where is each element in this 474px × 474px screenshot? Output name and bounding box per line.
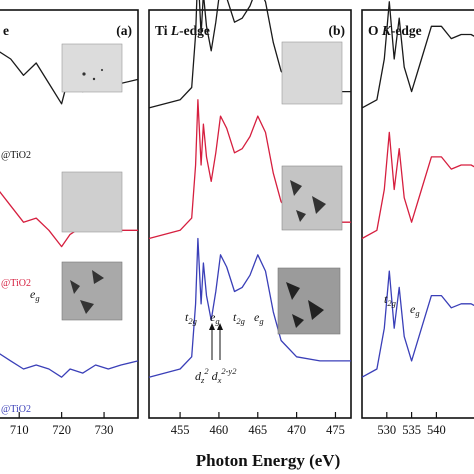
x-tick-label: 455 [171,423,190,437]
x-tick-label: 475 [326,423,345,437]
inset-speck [92,77,96,81]
annotation-t2g-1: t2g [185,310,197,326]
x-axis-label: Photon Energy (eV) [196,451,340,470]
series-line-blue [148,237,351,378]
annotation-eg-2: eg [254,310,264,326]
x-tick-label: 710 [10,423,29,437]
x-tick-label: 540 [427,423,446,437]
panel-b-series [148,0,351,378]
panel-a-title: e [3,23,9,38]
panel-c-title: O K-edge [368,23,422,38]
series-line-black [361,1,474,109]
arrowhead [217,323,223,330]
panel-a-frame [0,9,139,419]
panel-c-series [361,1,474,378]
inset-image-b2 [281,165,343,231]
inset-image-a3 [61,261,123,321]
x-tick-label: 465 [248,423,267,437]
series-label-a1: @TiO2 [1,150,31,161]
panel-a-ticks: 710 720 730 [10,412,114,437]
annotation-eg-a: eg [30,287,40,303]
inset-speck [82,72,86,76]
series-line-blue [0,353,139,378]
panel-b-frame [148,9,352,419]
arrowhead [209,323,215,330]
x-tick-label: 530 [377,423,396,437]
annotation-t2g-2: t2g [233,310,245,326]
annotation-d-orbitals: dz2 dx2-y2 [195,366,237,385]
inset-image-a1 [61,43,123,93]
panel-c: O K-edge 530 535 540 t2g eg [361,1,474,437]
series-label-a2: @TiO2 [1,278,31,289]
series-line-red [361,131,474,240]
panel-a: e (a) 710 720 730 @TiO2 @TiO2 @TiO2 eg [0,9,139,437]
panel-b-letter: (b) [329,23,346,38]
series-line-red [148,99,351,240]
panel-c-frame [361,9,474,419]
panel-c-ticks: 530 535 540 [377,412,446,437]
series-line-black [148,0,351,109]
inset-particles [70,270,104,314]
x-tick-label: 720 [52,423,71,437]
inset-particles [290,180,326,222]
x-tick-label: 535 [402,423,421,437]
x-tick-label: 460 [210,423,229,437]
panel-a-letter: (a) [116,23,132,38]
panel-b: Ti L-edge (b) 455 460 465 470 475 t2g eg t2g… [148,0,352,437]
inset-image-a2 [61,171,123,233]
annotation-t2g-c: t2g [384,292,396,308]
x-tick-label: 470 [287,423,306,437]
panel-b-ticks: 455 460 465 470 475 [171,412,345,437]
x-tick-label: 730 [95,423,114,437]
inset-image-b1 [281,41,343,105]
series-line-blue [361,270,474,378]
inset-speck [100,68,104,72]
annotation-eg-1: eg [210,310,220,326]
annotation-eg-c: eg [410,302,420,318]
series-label-a3: @TiO2 [1,404,31,415]
inset-particles [286,282,324,328]
